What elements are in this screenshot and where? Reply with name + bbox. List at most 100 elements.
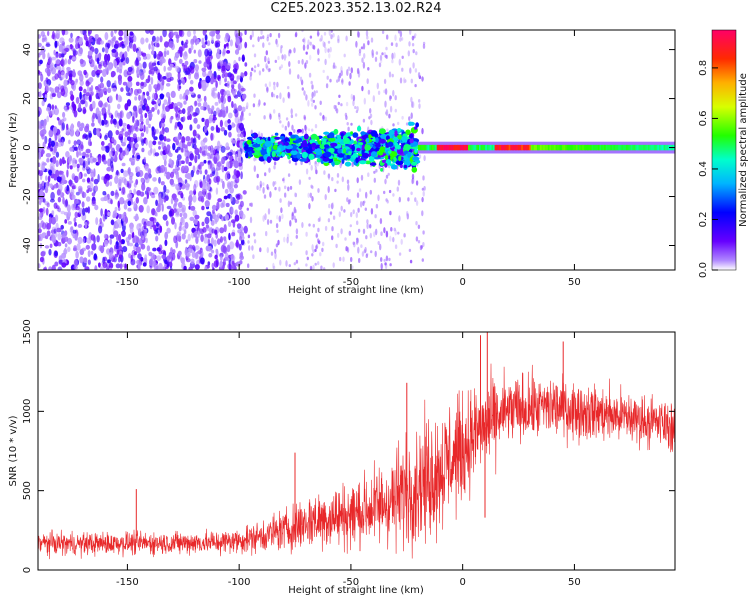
spectrogram-noise-cell — [169, 261, 173, 268]
spectrogram-noise-cell — [389, 105, 393, 113]
spectrogram-carrier-cell — [569, 144, 572, 151]
spectrogram-noise-cell — [328, 203, 331, 209]
spectrogram-noise-cell — [76, 163, 80, 169]
spectrogram-noise-cell — [411, 178, 414, 185]
spectrogram-noise-cell — [147, 95, 151, 101]
spectrogram-noise-cell — [136, 69, 141, 77]
spectrogram-band-cell — [369, 162, 377, 166]
spectrogram-noise-cell — [184, 146, 188, 154]
spectrogram-noise-cell — [166, 205, 172, 210]
spectrogram-band-cell — [310, 133, 318, 140]
spectrogram-noise-cell — [118, 130, 124, 137]
spectrogram-noise-cell — [388, 113, 391, 119]
spectrogram-noise-cell — [173, 235, 178, 244]
spectrogram-noise-cell — [253, 93, 256, 98]
spectrogram-noise-cell — [243, 225, 248, 234]
spectrogram-band-cell — [291, 156, 299, 162]
spectrogram-noise-cell — [266, 247, 269, 254]
spectrogram-noise-cell — [249, 75, 252, 81]
spectrogram-noise-cell — [84, 207, 89, 213]
spectrogram-noise-cell — [55, 141, 59, 149]
spectrogram-noise-cell — [190, 38, 195, 46]
spectrogram-noise-cell — [175, 112, 179, 118]
spectrogram-noise-cell — [139, 100, 143, 107]
spectrogram-band-cell — [316, 158, 321, 163]
spectrogram-carrier-cell — [565, 144, 568, 151]
spectrogram-band-cell — [301, 151, 308, 159]
spectrogram-noise-cell — [68, 139, 71, 145]
spectrogram-band-cell — [324, 144, 330, 149]
spectrogram-noise-cell — [210, 219, 215, 226]
spectrogram-noise-cell — [229, 241, 235, 250]
spectrogram-noise-cell — [116, 219, 121, 224]
spectrogram-noise-cell — [181, 136, 186, 145]
spectrogram-noise-cell — [74, 221, 77, 227]
spectrogram-noise-cell — [121, 187, 125, 193]
spectrogram-noise-cell — [335, 243, 338, 249]
spectrogram-noise-cell — [78, 150, 82, 156]
spectrogram-noise-cell — [370, 250, 373, 254]
spectrogram-carrier-cell — [496, 144, 499, 151]
spectrogram-noise-cell — [40, 73, 44, 82]
spectrogram-noise-cell — [220, 127, 225, 132]
spectrogram-noise-cell — [415, 200, 419, 207]
spectrogram-noise-cell — [251, 245, 254, 251]
spectrogram-carrier-cell — [630, 144, 633, 151]
spectrogram-noise-cell — [136, 190, 142, 196]
spectrogram-noise-cell — [143, 98, 147, 106]
spectrogram-noise-cell — [88, 38, 93, 43]
spectrogram-noise-cell — [151, 128, 157, 136]
spectrogram-noise-cell — [129, 42, 134, 50]
spectrogram-carrier-cell — [438, 144, 441, 151]
spectrogram-noise-cell — [216, 201, 220, 210]
spectrogram-noise-cell — [158, 197, 164, 206]
spectrogram-noise-cell — [185, 182, 189, 187]
spectrogram-noise-cell — [215, 42, 221, 48]
spectrogram-noise-cell — [225, 105, 229, 114]
spectrogram-noise-cell — [200, 106, 205, 110]
spectrogram-band-cell — [408, 121, 412, 126]
spectrogram-noise-cell — [89, 169, 94, 174]
spectrogram-noise-cell — [158, 146, 161, 150]
spectrogram-noise-cell — [251, 30, 254, 38]
spectrogram-noise-cell — [324, 225, 328, 231]
spectrogram-noise-cell — [55, 151, 60, 158]
spectrogram-noise-cell — [366, 223, 369, 229]
spectrogram-noise-cell — [319, 252, 322, 257]
spectrogram-carrier-cell — [629, 144, 632, 151]
spectrogram-carrier-cell — [521, 144, 524, 151]
spectrogram-noise-cell — [322, 40, 325, 48]
spectrogram-noise-cell — [265, 267, 269, 270]
spectrogram-noise-cell — [235, 239, 239, 248]
spectrogram-noise-cell — [177, 208, 182, 213]
spectrogram-noise-cell — [203, 159, 207, 164]
spectrogram-noise-cell — [307, 192, 310, 198]
spectrogram-carrier-cell — [585, 144, 588, 151]
spectrogram-noise-cell — [204, 265, 208, 270]
spectrogram-noise-cell — [422, 242, 425, 247]
spectrogram-noise-cell — [204, 233, 208, 238]
spectrogram-band-cell — [328, 137, 336, 142]
spectrogram-noise-cell — [287, 186, 290, 192]
spectrogram-noise-cell — [58, 170, 64, 175]
spectrogram-noise-cell — [45, 43, 51, 48]
spectrogram-noise-cell — [340, 103, 343, 107]
spectrogram-noise-cell — [111, 37, 116, 41]
spectrogram-noise-cell — [162, 214, 168, 221]
spectrogram-noise-cell — [246, 102, 249, 109]
spectrogram-noise-cell — [297, 60, 301, 64]
spectrogram-noise-cell — [154, 211, 157, 217]
spectrogram-noise-cell — [410, 78, 413, 84]
spectrogram-noise-cell — [138, 94, 141, 101]
spectrogram-noise-cell — [133, 201, 136, 208]
spectrogram-noise-cell — [102, 261, 108, 268]
spectrogram-noise-cell — [301, 30, 304, 33]
spectrogram-noise-cell — [134, 143, 139, 149]
spectrogram-band-cell — [379, 146, 385, 154]
spectrogram-noise-cell — [264, 83, 268, 87]
spectrogram-noise-cell — [238, 243, 242, 251]
spectrogram-noise-cell — [423, 186, 426, 191]
spectrogram-carrier-cell — [586, 144, 590, 151]
spectrogram-noise-cell — [358, 188, 362, 193]
spectrogram-noise-cell — [267, 68, 271, 73]
